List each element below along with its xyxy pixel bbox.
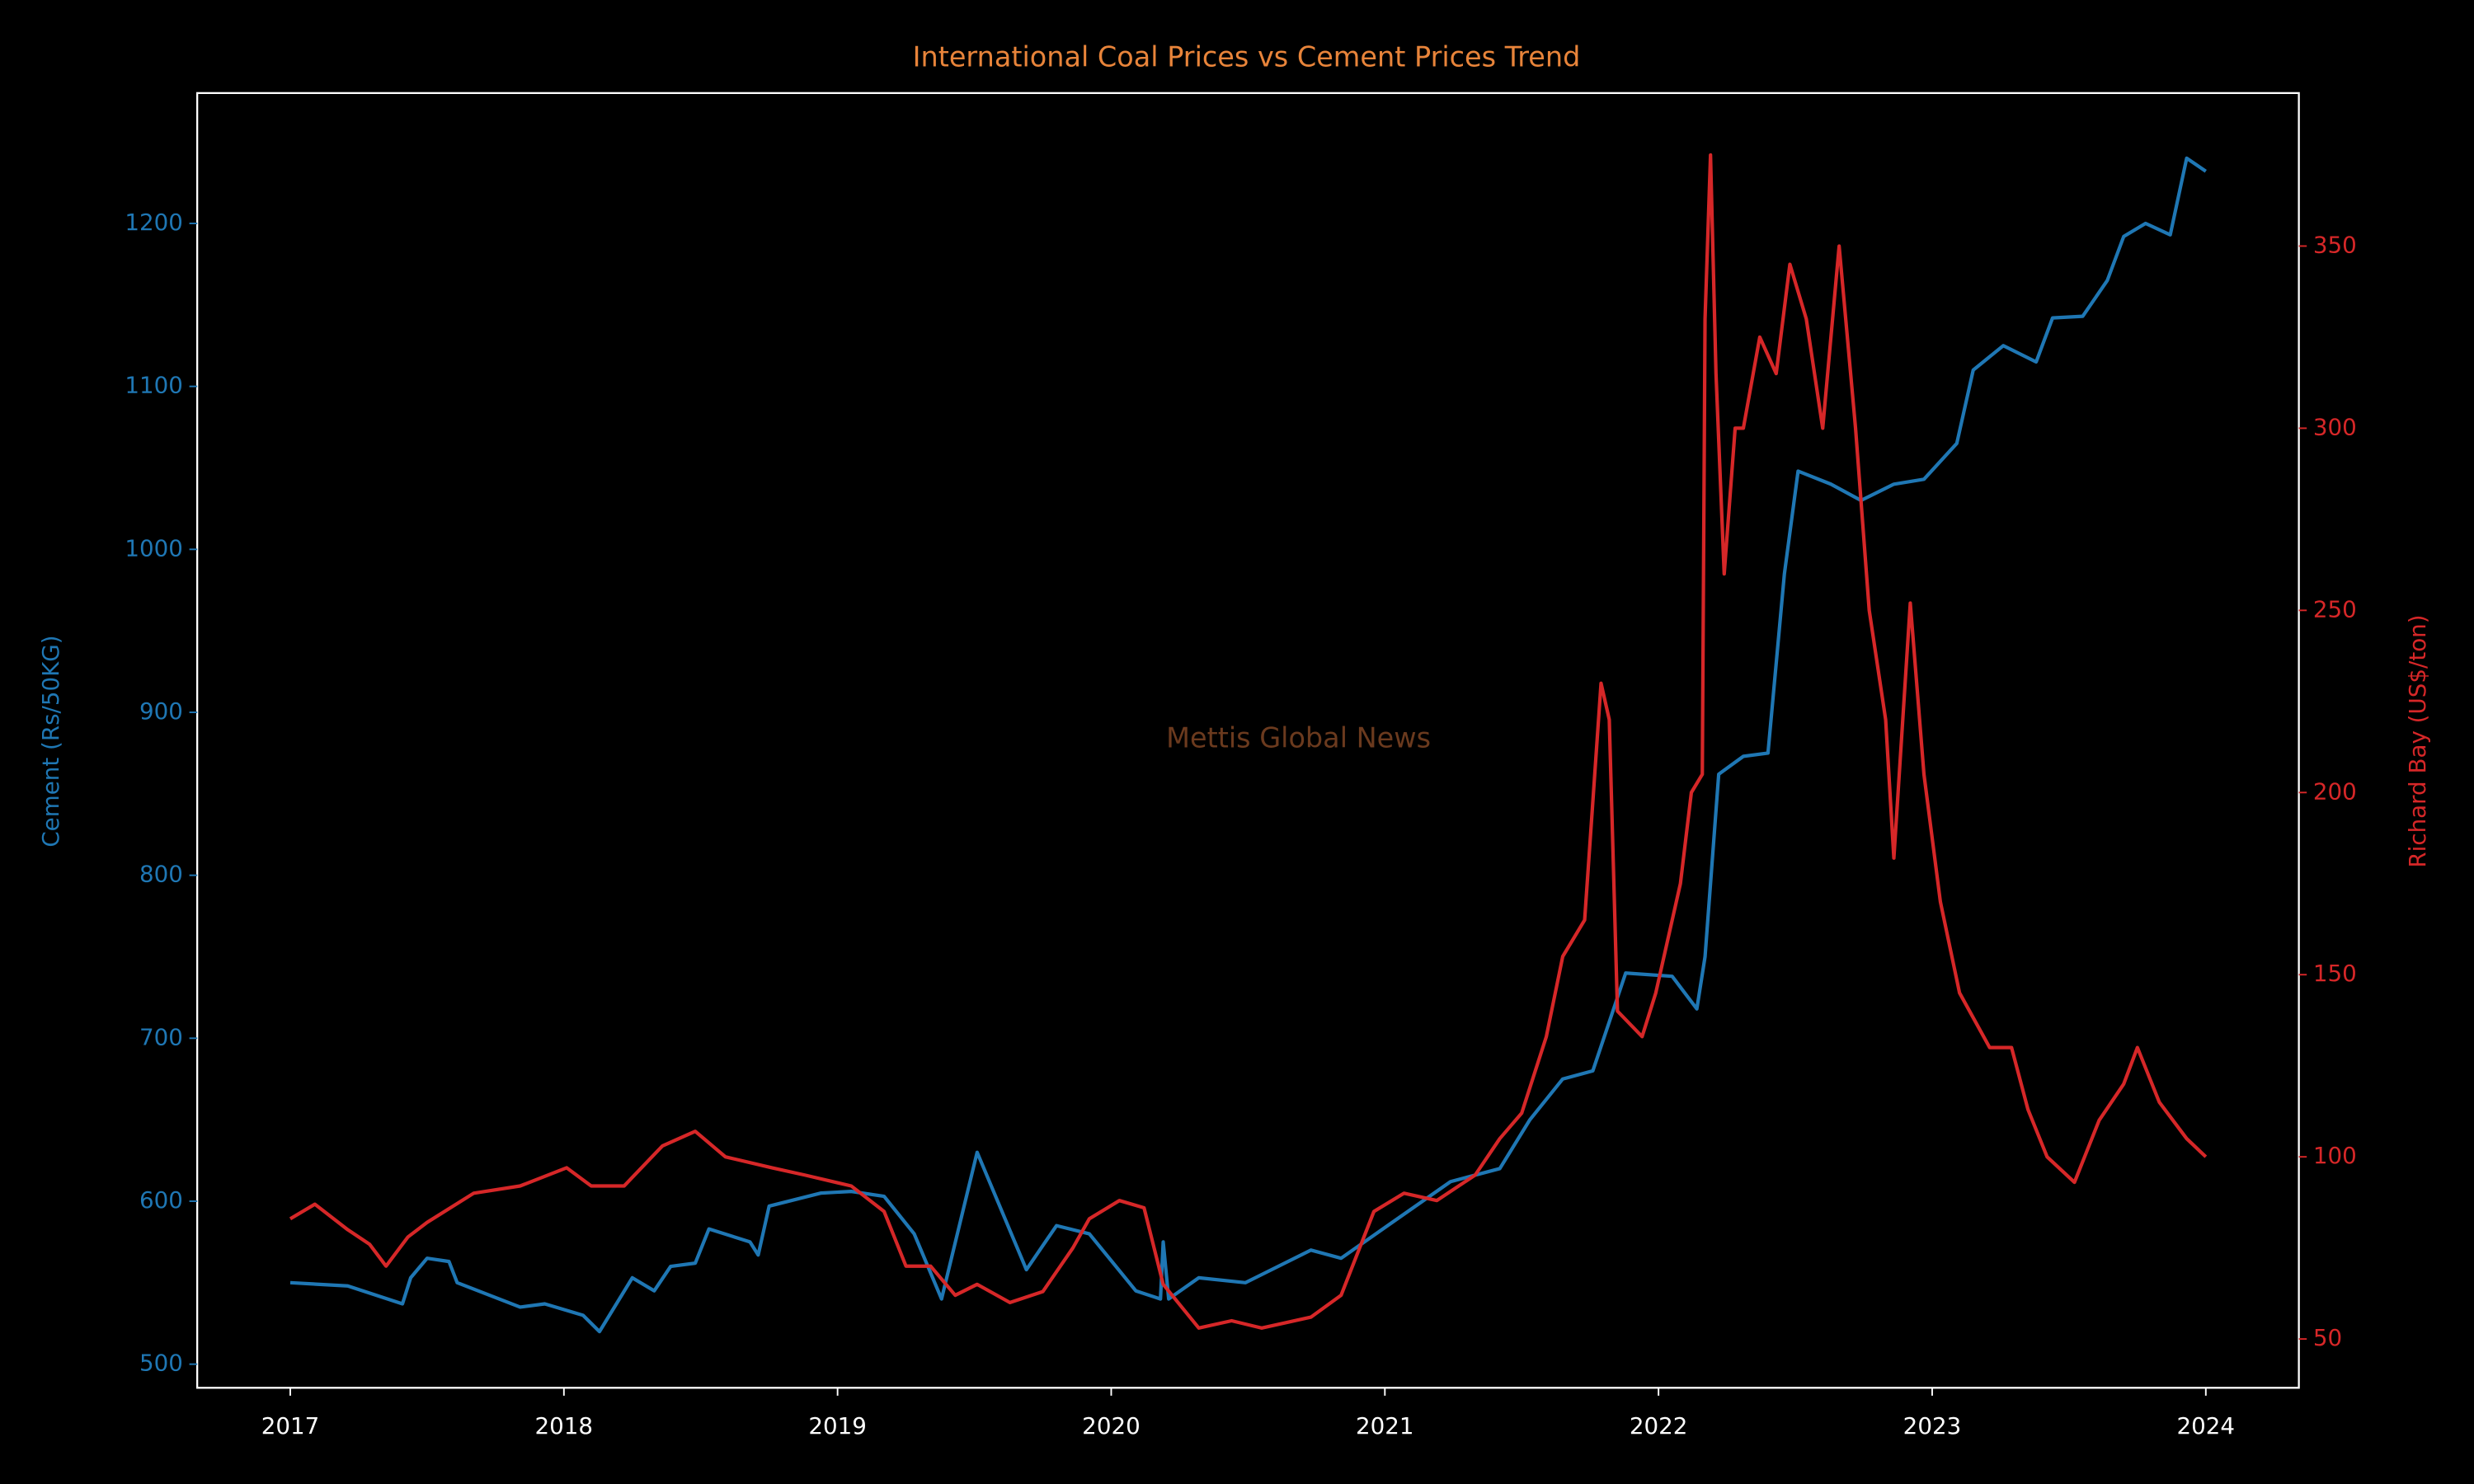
y2-tick-label: 300 [2313, 413, 2357, 440]
x-tick-label: 2018 [535, 1412, 594, 1439]
x-tick-label: 2019 [808, 1412, 867, 1439]
series-line [289, 156, 2207, 1334]
y-tick-label: 900 [139, 697, 183, 725]
x-tick-label: 2017 [261, 1412, 320, 1439]
y-tick-label: 1200 [125, 209, 183, 236]
y2-tick-label: 250 [2313, 595, 2357, 622]
y-axis-label: Cement (Rs/50KG) [37, 635, 64, 847]
y-tick-label: 500 [139, 1350, 183, 1377]
chart-title: International Coal Prices vs Cement Pric… [913, 40, 1581, 73]
y2-axis-label: Richard Bay (US$/ton) [2404, 614, 2431, 867]
y2-tick-label: 150 [2313, 960, 2357, 987]
x-tick-label: 2023 [1903, 1412, 1962, 1439]
y2-tick-label: 350 [2313, 231, 2357, 258]
watermark: Mettis Global News [1166, 722, 1431, 754]
series-line [289, 153, 2208, 1330]
x-tick-label: 2024 [2177, 1412, 2236, 1439]
y2-tick-label: 50 [2313, 1324, 2342, 1351]
y-tick-label: 600 [139, 1186, 183, 1214]
x-tick-label: 2021 [1356, 1412, 1414, 1439]
y2-tick-label: 100 [2313, 1142, 2357, 1169]
x-tick-label: 2022 [1630, 1412, 1688, 1439]
y-tick-label: 1000 [125, 534, 183, 561]
plot-frame [196, 92, 2300, 1389]
y2-tick-label: 200 [2313, 777, 2357, 805]
y-tick-label: 700 [139, 1023, 183, 1050]
y-tick-label: 800 [139, 861, 183, 888]
x-tick-label: 2020 [1082, 1412, 1141, 1439]
y-tick-label: 1100 [125, 372, 183, 399]
